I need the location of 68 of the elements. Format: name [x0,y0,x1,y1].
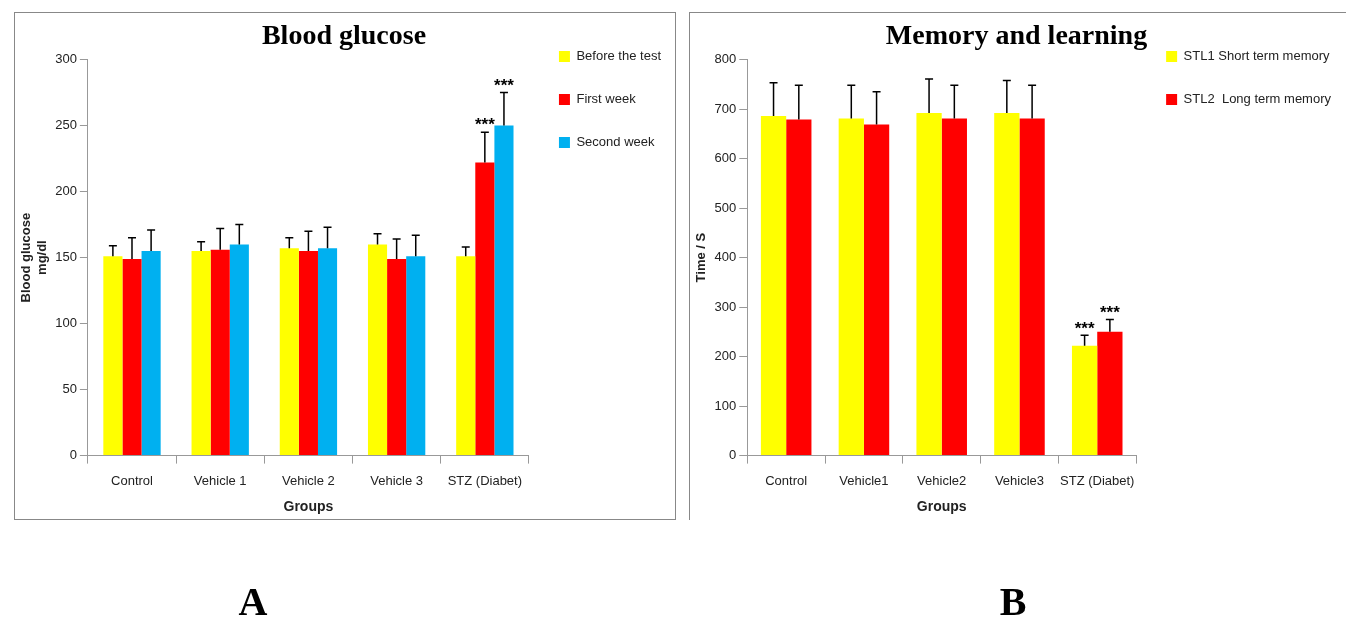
x-axis-title: Groups [916,498,967,515]
bar [1019,118,1045,456]
bar [456,256,476,456]
bar [941,118,967,456]
legend-label: Before the test [576,48,662,64]
y-tick-label: 100 [714,397,737,413]
bar [786,119,812,456]
annotation: *** [474,115,496,135]
x-tick-label: Vehicle1 [839,472,889,488]
bar [122,258,142,456]
y-tick-label: 300 [55,51,77,67]
bar [367,244,388,456]
y-tick-label: 250 [55,117,77,133]
bar [863,124,890,456]
x-tick-label: Vehicle3 [994,472,1045,488]
chart-title: Blood glucose [261,19,427,51]
legend-label: STL1 Short term memory [1183,48,1331,64]
x-axis-title: Groups [283,498,334,515]
bar [994,113,1020,456]
y-tick-label: 700 [714,100,737,116]
y-tick-label: 500 [714,199,737,215]
text: A [238,578,268,622]
y-axis-title: Time / S [693,232,709,283]
y-tick-label: 200 [55,183,77,199]
bar [210,249,230,456]
x-tick-label: STZ (Diabet) [1060,472,1135,488]
bar [406,256,426,456]
y-tick-label: 800 [714,51,737,67]
bar [279,248,299,456]
bar [141,251,161,456]
bar [387,258,407,456]
bar [103,256,123,456]
bar [1071,345,1098,456]
chart-title: Memory and learning [885,19,1148,51]
bar [298,251,318,456]
x-tick-label: Vehicle 3 [370,472,424,488]
y-tick-label: 0 [729,447,737,463]
x-tick-label: Control [111,472,154,488]
bar [475,162,495,456]
y-tick-label: 300 [714,298,737,314]
bar [229,244,249,456]
bar [760,116,787,456]
legend-label: First week [576,91,637,107]
y-tick-label: 400 [714,249,737,265]
text: B [999,578,1027,622]
y-tick-label: 100 [55,315,77,331]
y-tick-label: 150 [55,249,77,265]
y-axis-title: Blood glucose mg/dl [18,212,49,303]
y-tick-label: 0 [69,447,77,463]
x-tick-label: Vehicle 2 [282,472,335,488]
bar [494,125,514,456]
x-tick-label: Vehicle 1 [193,472,247,488]
annotation: *** [1074,318,1095,338]
annotation: *** [1099,302,1121,322]
bar [191,251,211,456]
y-tick-label: 200 [714,348,737,364]
x-tick-label: Vehicle2 [917,472,967,488]
bar [916,113,942,456]
annotation: *** [494,75,515,95]
y-tick-label: 600 [714,150,737,166]
y-tick-label: 50 [62,381,77,397]
x-tick-label: STZ (Diabet) [447,472,523,488]
legend-label: Second week [576,134,655,150]
x-tick-label: Control [765,472,808,488]
bar [838,118,864,456]
bar [1097,331,1123,456]
bar [317,248,338,456]
legend-label: STL2 Long term memory [1183,91,1332,107]
